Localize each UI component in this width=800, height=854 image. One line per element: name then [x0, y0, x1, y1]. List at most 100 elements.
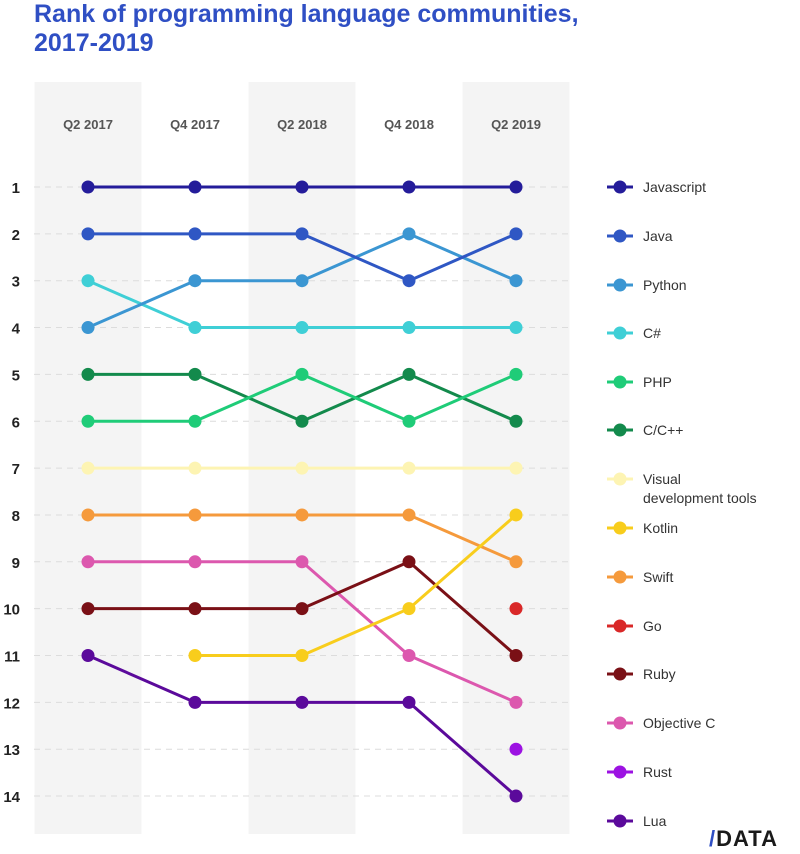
data-point-swift — [188, 508, 202, 522]
series-line-php — [407, 372, 518, 423]
column-band-5 — [462, 82, 570, 834]
series-line-php — [193, 372, 304, 423]
y-tick-label: 4 — [12, 321, 21, 338]
data-point-kotlin — [402, 602, 416, 616]
y-tick-label: 5 — [12, 367, 20, 384]
data-point-php — [81, 414, 95, 428]
column-band-3 — [248, 82, 356, 834]
data-point-c-c- — [509, 414, 523, 428]
legend-swatch-dot-kotlin — [613, 521, 627, 535]
legend-label-c-c-: C/C++ — [643, 422, 683, 438]
data-point-lua — [509, 789, 523, 803]
x-tick-label: Q2 2019 — [491, 117, 541, 132]
data-point-ruby — [402, 555, 416, 569]
data-point-lua — [81, 649, 95, 662]
legend-swatch-dot-objective-c — [613, 716, 627, 730]
data-point-ruby — [509, 649, 523, 662]
data-point-javascript — [295, 180, 309, 194]
legend-label-go: Go — [643, 618, 662, 634]
series-line-objective-c — [300, 560, 411, 657]
data-point-objective-c — [188, 555, 202, 569]
data-point-c-c- — [295, 414, 309, 428]
data-point-java — [509, 227, 523, 241]
data-point-visual-development-tools — [188, 461, 202, 475]
legend-swatch-dot-c-c- — [613, 423, 627, 437]
legend-swatch-dot-swift — [613, 570, 627, 584]
data-point-python — [188, 274, 202, 288]
data-point-lua — [402, 695, 416, 709]
series-line-php — [300, 372, 411, 423]
series-line-swift — [407, 513, 518, 564]
data-point-python — [402, 227, 416, 241]
data-point-javascript — [188, 180, 202, 194]
data-point-kotlin — [188, 649, 202, 662]
data-point-lua — [295, 695, 309, 709]
series-line-python — [86, 279, 197, 330]
data-point-c- — [402, 321, 416, 335]
data-point-python — [81, 321, 95, 335]
legend-swatch-dot-lua — [613, 814, 627, 828]
legend-swatch-dot-ruby — [613, 667, 627, 681]
y-tick-label: 12 — [3, 695, 20, 712]
legend-swatch-dot-php — [613, 375, 627, 389]
data-point-ruby — [188, 602, 202, 616]
y-tick-label: 14 — [3, 789, 20, 806]
data-point-ruby — [81, 602, 95, 616]
legend-label-swift: Swift — [643, 569, 673, 585]
data-point-php — [188, 414, 202, 428]
logo-text: DATA — [716, 826, 778, 851]
y-tick-label: 6 — [12, 414, 20, 431]
x-tick-label: Q4 2018 — [384, 117, 434, 132]
series-line-objective-c — [407, 654, 518, 704]
legend-label-kotlin: Kotlin — [643, 520, 678, 536]
legend-swatch-dot-java — [613, 229, 627, 243]
data-point-go — [509, 602, 523, 616]
data-point-c- — [81, 274, 95, 288]
data-point-java — [402, 274, 416, 288]
data-point-objective-c — [81, 555, 95, 569]
data-point-c-c- — [188, 367, 202, 381]
series-line-lua — [407, 700, 518, 798]
y-tick-label: 1 — [12, 180, 20, 197]
logo-slash: / — [709, 826, 717, 851]
data-point-visual-development-tools — [295, 461, 309, 475]
data-point-c- — [295, 321, 309, 335]
data-point-objective-c — [402, 649, 416, 662]
data-logo: /DATA — [709, 826, 778, 852]
data-point-swift — [509, 555, 523, 569]
data-point-swift — [402, 508, 416, 522]
legend-label-ruby: Ruby — [643, 666, 676, 682]
series-line-kotlin — [300, 607, 411, 657]
data-point-rust — [509, 742, 523, 756]
series-line-ruby — [300, 560, 411, 611]
legend-swatch-dot-rust — [613, 765, 627, 779]
data-point-python — [295, 274, 309, 288]
y-tick-label: 7 — [12, 461, 20, 478]
y-tick-label: 10 — [3, 602, 20, 619]
legend-label-php: PHP — [643, 374, 672, 390]
series-line-java — [300, 232, 411, 283]
legend-swatch-dot-c- — [613, 326, 627, 340]
data-point-visual-development-tools — [509, 461, 523, 475]
data-point-c- — [188, 321, 202, 335]
y-tick-label: 3 — [12, 274, 20, 291]
data-point-python — [509, 274, 523, 288]
legend-label-javascript: Javascript — [643, 179, 706, 195]
data-point-objective-c — [295, 555, 309, 569]
data-point-ruby — [295, 602, 309, 616]
series-line-java — [407, 232, 518, 283]
y-tick-label: 2 — [12, 227, 20, 244]
data-point-php — [509, 367, 523, 381]
data-point-php — [295, 367, 309, 381]
x-tick-label: Q4 2017 — [170, 117, 220, 132]
data-point-java — [295, 227, 309, 241]
legend-swatch-dot-visual-development-tools — [613, 472, 627, 486]
legend-swatch-dot-python — [613, 278, 627, 292]
data-point-c-c- — [81, 367, 95, 381]
legend-label-rust: Rust — [643, 764, 672, 780]
data-point-c-c- — [402, 367, 416, 381]
data-point-visual-development-tools — [402, 461, 416, 475]
legend-swatch-dot-go — [613, 619, 627, 633]
legend-label-visual-development-tools: Visual — [643, 471, 681, 487]
legend-label-python: Python — [643, 277, 687, 293]
